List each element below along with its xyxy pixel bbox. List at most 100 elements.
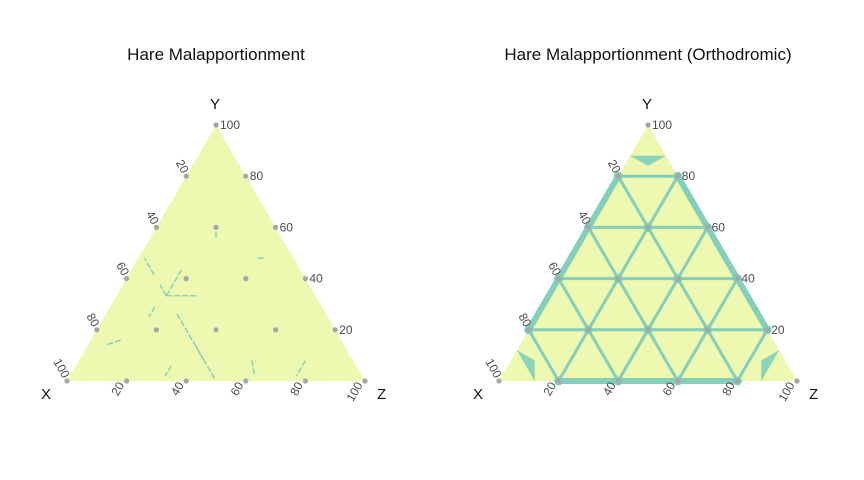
grid-point (183, 173, 189, 179)
cell-boundary (585, 173, 622, 231)
grid-point (243, 276, 249, 282)
y-tick-label: 40 (741, 272, 755, 286)
grid-point (332, 327, 338, 333)
cell-boundary (676, 328, 710, 383)
cell-boundary (586, 225, 620, 281)
grid-point (183, 378, 189, 384)
y-tick-label: 40 (309, 272, 323, 286)
x-tick-label: 80 (516, 311, 535, 330)
z-tick-label: 80 (287, 379, 306, 398)
ternary-panel-hare-orthodromic: Hare Malapportionment (Orthodromic) 100 8… (432, 0, 864, 480)
x-tick-label: 20 (173, 157, 192, 176)
grid-point (94, 327, 100, 333)
cell-boundary (525, 275, 562, 333)
grid-point (302, 378, 308, 384)
vertex-label-top: Y (642, 96, 652, 113)
grid-point (64, 378, 70, 384)
grid-point (734, 378, 740, 384)
vertex-region (630, 155, 666, 166)
y-tick-label: 60 (280, 220, 294, 234)
cell-boundary (735, 328, 769, 383)
y-tick-label: 100 (220, 118, 240, 132)
vertex-label-left: X (473, 386, 483, 403)
grid-point (124, 378, 130, 384)
cell-boundary (646, 328, 680, 383)
grid-point (794, 378, 800, 384)
grid-point (615, 276, 621, 282)
z-tick-label: 100 (343, 379, 365, 404)
y-tick-label: 80 (250, 169, 264, 183)
y-tick-label: 80 (682, 169, 696, 183)
y-tick-label: 100 (652, 118, 672, 132)
grid-point (615, 378, 621, 384)
region-layer (105, 227, 306, 379)
cell-boundary (734, 275, 771, 333)
grid-point (362, 378, 368, 384)
cell-boundary (676, 277, 710, 332)
triangle-area (67, 125, 365, 381)
grid-point (273, 327, 279, 333)
boundary-segment (164, 365, 172, 377)
boundary-segment (194, 344, 216, 379)
cell-boundary (706, 328, 739, 383)
vertex-label-right: Z (809, 386, 818, 403)
grid-point (705, 224, 711, 230)
cell-boundary (557, 328, 590, 383)
z-tick-label: 40 (168, 379, 187, 398)
grid-point (675, 173, 681, 179)
grid-point (645, 224, 651, 230)
boundary-segment (295, 360, 306, 377)
grid-point (153, 327, 159, 333)
vertex-label-right: Z (377, 386, 386, 403)
cell-boundary (527, 328, 561, 383)
cell-boundary (586, 328, 620, 383)
grid-point (213, 327, 219, 333)
grid-point (645, 122, 651, 128)
cell-boundary (616, 225, 650, 281)
grid-point (124, 276, 130, 282)
grid-point (675, 378, 681, 384)
grid-point (764, 327, 770, 333)
boundary-segment (143, 257, 155, 276)
boundary-segment (251, 360, 256, 377)
x-tick-label: 40 (575, 208, 594, 227)
cell-boundary (557, 277, 590, 332)
z-tick-label: 20 (540, 379, 559, 398)
z-tick-label: 80 (719, 379, 738, 398)
grid-point (153, 224, 159, 230)
grid-point (183, 276, 189, 282)
grid-point (213, 122, 219, 128)
cell-boundary (676, 225, 710, 281)
cell-boundary (555, 224, 592, 282)
triangle-area (499, 125, 797, 381)
grid-point (675, 276, 681, 282)
cell-boundary (706, 277, 739, 332)
z-tick-label: 20 (108, 379, 127, 398)
grid-point (645, 327, 651, 333)
grid-point (615, 173, 621, 179)
x-tick-label: 60 (113, 260, 132, 279)
cell-boundary (616, 328, 650, 383)
grid-point (213, 224, 219, 230)
chart-title: Hare Malapportionment (127, 45, 305, 64)
x-tick-label: 80 (84, 311, 103, 330)
boundary-segment (159, 284, 167, 297)
vertex-label-top: Y (210, 96, 220, 113)
grid-point (734, 276, 740, 282)
y-tick-label: 20 (339, 323, 353, 337)
z-tick-label: 60 (660, 379, 679, 398)
cell-boundary (674, 173, 711, 231)
x-tick-label: 60 (545, 260, 564, 279)
y-tick-label: 20 (771, 323, 785, 337)
x-tick-label: 20 (605, 157, 624, 176)
grid-point (496, 378, 502, 384)
grid-point (526, 327, 532, 333)
cell-boundary (704, 224, 741, 282)
cell-boundary (616, 277, 650, 332)
grid-point (302, 276, 308, 282)
grid-point (556, 378, 562, 384)
cell-boundary (586, 277, 620, 332)
x-tick-label: 40 (143, 208, 162, 227)
grid-point (243, 378, 249, 384)
